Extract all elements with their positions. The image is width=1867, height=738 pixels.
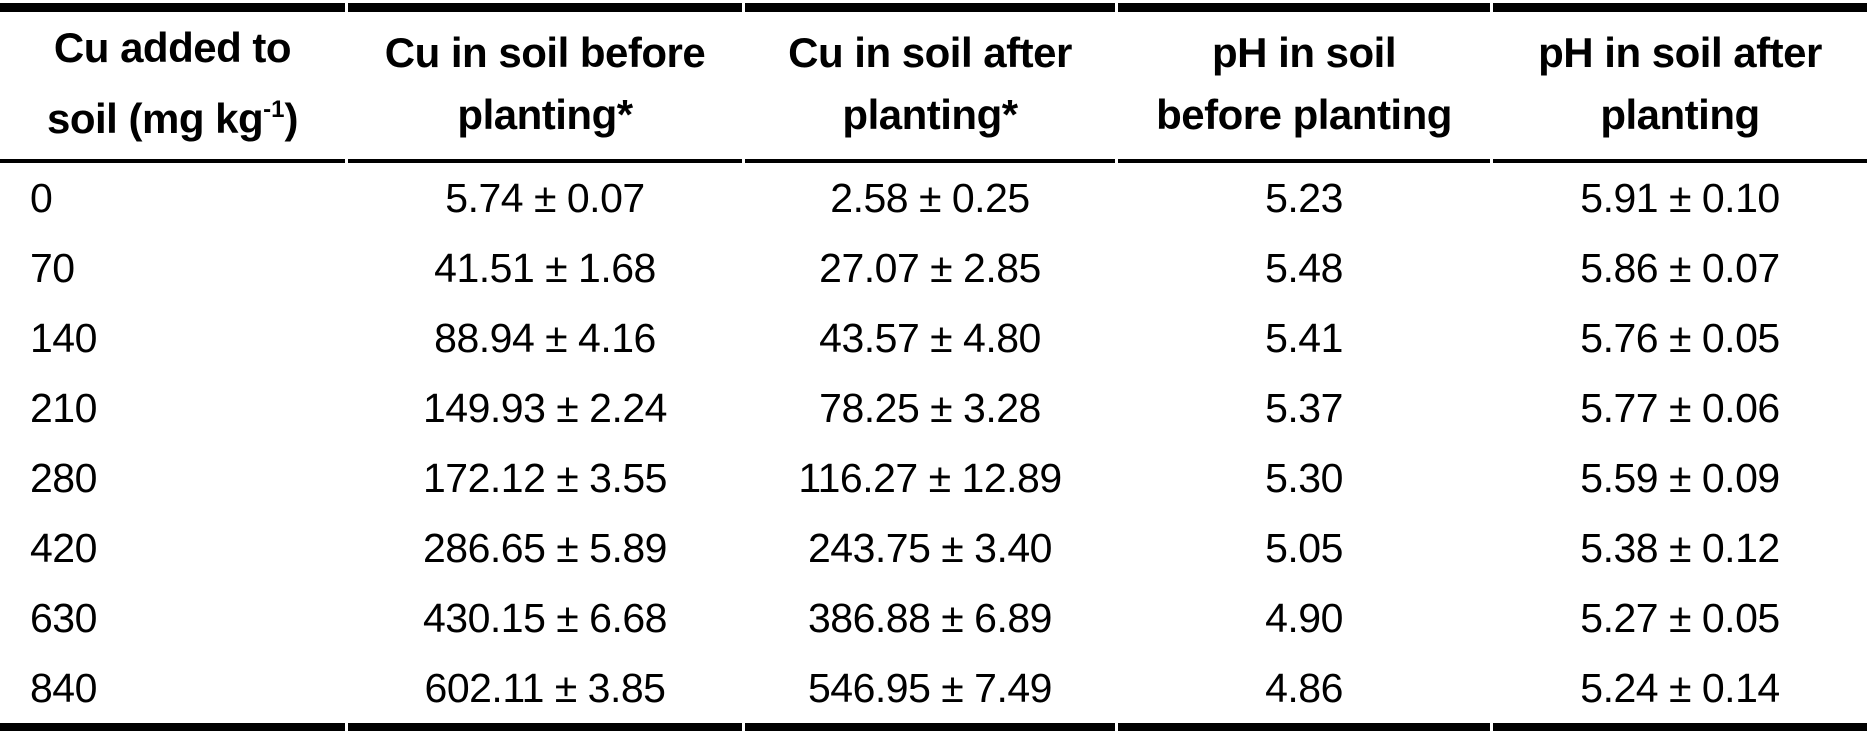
cell-cu-added: 840 [0, 653, 345, 731]
cell-cu-after-planting: 43.57 ± 4.80 [819, 314, 1041, 361]
cell-ph-after-planting: 5.59 ± 0.09 [1580, 454, 1780, 501]
header-line-2: planting [1600, 90, 1760, 138]
header-unit-post: ) [284, 95, 299, 142]
cell-ph-before-planting: 4.90 [1265, 594, 1343, 641]
cell-cu-before-planting: 5.74 ± 0.07 [445, 174, 645, 221]
cell-cu-before-planting: 149.93 ± 2.24 [423, 384, 667, 431]
cell-ph-after-planting: 5.76 ± 0.05 [1580, 314, 1780, 361]
soil-cu-ph-table: Cu added to soil (mg kg-1) Cu in soil be… [0, 3, 1867, 731]
cell-cu-added: 140 [30, 314, 97, 361]
column-header-cu-before-planting: Cu in soil before planting* [348, 3, 742, 163]
header-line-1: Cu in soil before [384, 28, 706, 76]
header-line-2: soil (mg kg-1) [0, 79, 345, 150]
cell-cu-before-planting: 430.15 ± 6.68 [423, 594, 667, 641]
column-header-cu-added: Cu added to soil (mg kg-1) [0, 3, 345, 163]
cell-ph-after-planting: 5.91 ± 0.10 [1580, 174, 1780, 221]
cell-cu-added: 0 [30, 174, 53, 221]
cell-cu-after-planting: 243.75 ± 3.40 [808, 524, 1052, 571]
header-line-2: planting* [842, 90, 1018, 138]
cell-cu-before-planting: 172.12 ± 3.55 [423, 454, 667, 501]
cell-ph-before-planting: 5.05 [1265, 524, 1343, 571]
table-row: 70 41.51 ± 1.68 27.07 ± 2.85 5.48 5.86 ±… [0, 233, 1867, 303]
table-row: 280 172.12 ± 3.55 116.27 ± 12.89 5.30 5.… [0, 443, 1867, 513]
cell-cu-after-planting: 27.07 ± 2.85 [819, 244, 1041, 291]
cell-ph-after-planting: 5.77 ± 0.06 [1580, 384, 1780, 431]
header-line-1: Cu in soil after [788, 28, 1072, 76]
header-line-2: planting* [457, 90, 633, 138]
cell-cu-added: 210 [30, 384, 97, 431]
cell-ph-before-planting: 4.86 [1118, 653, 1490, 731]
table-row: 0 5.74 ± 0.07 2.58 ± 0.25 5.23 5.91 ± 0.… [0, 163, 1867, 233]
cell-cu-before-planting: 41.51 ± 1.68 [434, 244, 656, 291]
cell-cu-before-planting: 602.11 ± 3.85 [348, 653, 742, 731]
cell-cu-added: 630 [30, 594, 97, 641]
table-row: 140 88.94 ± 4.16 43.57 ± 4.80 5.41 5.76 … [0, 303, 1867, 373]
cell-cu-after-planting: 78.25 ± 3.28 [819, 384, 1041, 431]
header-line-1: pH in soil after [1538, 28, 1822, 76]
cell-cu-after-planting: 546.95 ± 7.49 [745, 653, 1115, 731]
table-row: 420 286.65 ± 5.89 243.75 ± 3.40 5.05 5.3… [0, 513, 1867, 583]
cell-cu-added: 420 [30, 524, 97, 571]
superscript-minus-one: -1 [263, 96, 285, 123]
cell-ph-after-planting: 5.38 ± 0.12 [1580, 524, 1780, 571]
header-line-1: Cu added to [53, 24, 292, 71]
column-header-cu-after-planting: Cu in soil after planting* [745, 3, 1115, 163]
cell-cu-added: 70 [30, 244, 75, 291]
cell-ph-before-planting: 5.37 [1265, 384, 1343, 431]
cell-ph-after-planting: 5.86 ± 0.07 [1580, 244, 1780, 291]
cell-ph-before-planting: 5.23 [1265, 174, 1343, 221]
header-row: Cu added to soil (mg kg-1) Cu in soil be… [0, 3, 1867, 163]
cell-ph-before-planting: 5.48 [1265, 244, 1343, 291]
column-header-ph-after-planting: pH in soil after planting [1493, 3, 1867, 163]
cell-cu-before-planting: 286.65 ± 5.89 [423, 524, 667, 571]
header-line-1: pH in soil [1212, 28, 1397, 76]
column-header-ph-before-planting: pH in soil before planting [1118, 3, 1490, 163]
cell-cu-after-planting: 2.58 ± 0.25 [830, 174, 1030, 221]
table-row: 210 149.93 ± 2.24 78.25 ± 3.28 5.37 5.77… [0, 373, 1867, 443]
cell-ph-before-planting: 5.30 [1265, 454, 1343, 501]
cell-cu-added: 280 [30, 454, 97, 501]
cell-ph-before-planting: 5.41 [1265, 314, 1343, 361]
table-row: 840 602.11 ± 3.85 546.95 ± 7.49 4.86 5.2… [0, 653, 1867, 731]
cell-cu-after-planting: 116.27 ± 12.89 [798, 454, 1062, 501]
table-row: 630 430.15 ± 6.68 386.88 ± 6.89 4.90 5.2… [0, 583, 1867, 653]
cell-cu-after-planting: 386.88 ± 6.89 [808, 594, 1052, 641]
cell-cu-before-planting: 88.94 ± 4.16 [434, 314, 656, 361]
header-unit-pre: soil (mg kg [46, 95, 264, 142]
cell-ph-after-planting: 5.24 ± 0.14 [1493, 653, 1867, 731]
cell-ph-after-planting: 5.27 ± 0.05 [1580, 594, 1780, 641]
header-line-2: before planting [1156, 90, 1452, 138]
